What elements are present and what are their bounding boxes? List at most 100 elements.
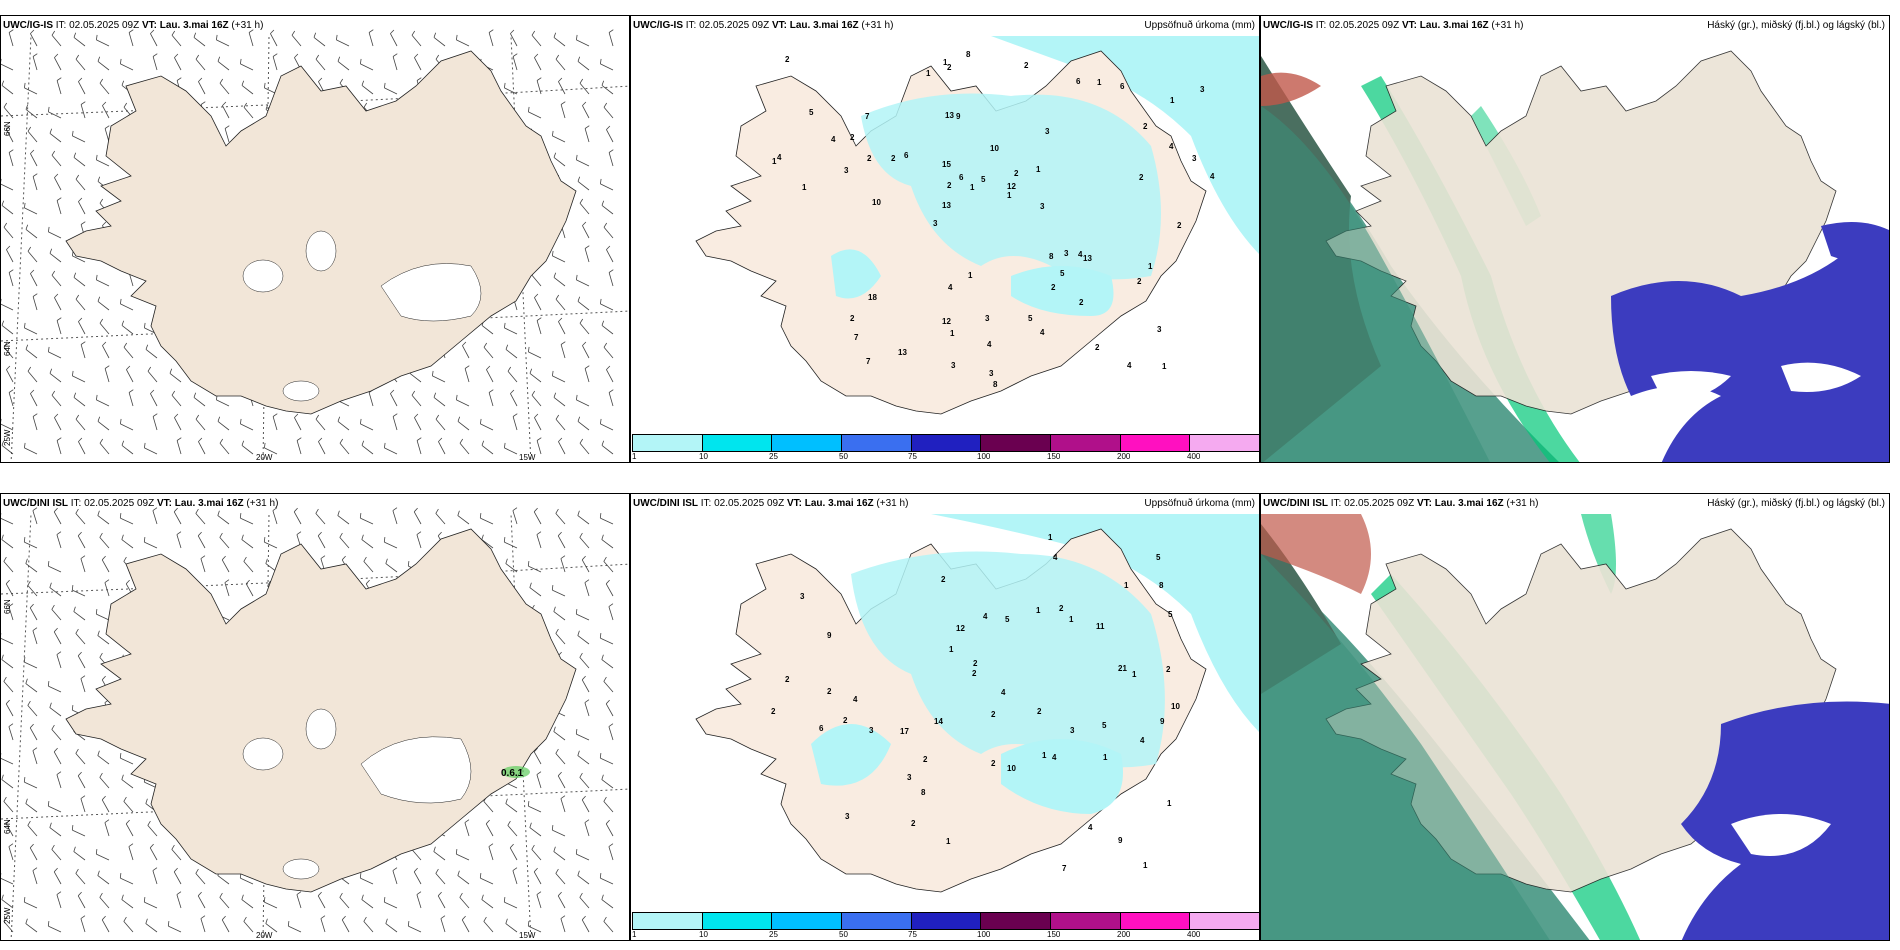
wind-barb-flag — [241, 894, 244, 900]
wind-barb-flag — [407, 921, 410, 927]
wind-barb-flag — [96, 34, 98, 40]
wind-barb — [341, 919, 350, 933]
wind-barb — [584, 248, 590, 263]
wind-barb — [48, 231, 62, 239]
wind-barb-flag — [481, 894, 484, 900]
wind-barb — [97, 515, 110, 525]
wind-barb-flag — [217, 416, 221, 422]
wind-barb-flag — [32, 627, 38, 631]
precip-value-label: 1 — [1036, 606, 1041, 615]
wind-barb-flag — [128, 843, 134, 847]
precip-value-label: 1 — [1167, 799, 1172, 808]
wind-barb-flag — [75, 628, 79, 634]
precip-value-label: 1 — [1170, 96, 1175, 105]
wind-barb-flag — [264, 442, 266, 448]
wind-barb-flag — [3, 676, 7, 682]
precip-value-label: 8 — [1159, 581, 1164, 590]
wind-barb — [416, 894, 422, 909]
wind-barb — [75, 633, 86, 645]
wind-barb-flag — [512, 507, 518, 511]
wind-barb — [221, 919, 230, 933]
wind-barb-flag — [363, 556, 367, 562]
panel-variable-title: Uppsöfnuð úrkoma (mm) — [1144, 498, 1255, 509]
wind-barb-flag — [23, 537, 26, 543]
wind-barb — [411, 395, 422, 407]
precip-value-label: 2 — [991, 710, 996, 719]
wind-barb-flag — [365, 579, 370, 585]
wind-barb-flag — [608, 603, 614, 607]
wind-barb — [504, 541, 518, 549]
wind-barb-flag — [73, 272, 77, 278]
precip-value-label: 12 — [1007, 182, 1016, 191]
precip-value-label: 1 — [950, 329, 955, 338]
wind-barb — [363, 561, 374, 573]
wind-barb-flag — [121, 774, 124, 780]
wind-barb-flag — [121, 894, 124, 900]
wind-barb — [1, 659, 14, 669]
wind-barb-flag — [102, 221, 107, 226]
wind-barb-flag — [339, 532, 343, 538]
wind-barb — [145, 923, 158, 933]
wind-barb-flag — [318, 77, 323, 82]
precip-value-label: 2 — [771, 707, 776, 716]
precip-value-label: 2 — [1137, 277, 1142, 286]
wind-barb — [582, 105, 590, 119]
wind-barb — [97, 61, 110, 71]
wind-barb — [219, 443, 230, 455]
wind-barb-flag — [97, 296, 101, 302]
wind-barb-flag — [392, 507, 398, 511]
wind-barb-flag — [599, 753, 602, 759]
wind-barb — [581, 559, 590, 573]
wind-barb — [216, 399, 230, 407]
precip-value-label: 1 — [772, 157, 777, 166]
wind-barb — [75, 873, 86, 885]
wind-barb — [99, 323, 110, 335]
wind-barb — [24, 781, 38, 789]
panel-title: UWC/DINI ISL IT: 02.05.2025 09Z VT: Lau.… — [633, 498, 909, 509]
wind-barb — [24, 207, 38, 215]
wind-barb — [317, 535, 326, 549]
wind-barb — [432, 375, 446, 383]
wind-barb — [217, 421, 230, 431]
wind-barb-flag — [243, 916, 247, 922]
wind-barb — [123, 801, 134, 813]
wind-barb-flag — [27, 126, 32, 132]
wind-barb-flag — [152, 867, 158, 871]
wind-barb-flag — [123, 342, 128, 348]
precip-value-label: 2 — [850, 314, 855, 323]
wind-barb-flag — [200, 101, 206, 105]
wind-barb-flag — [73, 846, 76, 852]
wind-barb — [600, 63, 614, 71]
wind-barb-flag — [29, 843, 34, 849]
wind-barb-flag — [582, 101, 587, 106]
wind-barb-flag — [413, 507, 418, 513]
precip-value-label: 8 — [966, 50, 971, 59]
precip-value-label: 3 — [1064, 249, 1069, 258]
wind-barb — [409, 373, 422, 383]
wind-barb-flag — [73, 606, 76, 612]
wind-barb-flag — [8, 603, 14, 607]
wind-barb — [576, 39, 590, 47]
wind-barb-flag — [78, 437, 83, 442]
wind-barb-flag — [601, 320, 605, 326]
wind-barb-flag — [536, 317, 542, 321]
wind-barb-flag — [270, 29, 275, 34]
precip-value-label: 2 — [1166, 665, 1171, 674]
wind-barb-flag — [605, 699, 610, 705]
precip-value-label: 2 — [991, 759, 996, 768]
wind-barb — [29, 607, 38, 621]
wind-barb-flag — [555, 294, 560, 300]
wind-barb-flag — [603, 676, 607, 682]
wind-barb — [8, 272, 14, 287]
wind-barb-flag — [440, 915, 446, 919]
wind-barb-flag — [433, 32, 437, 38]
wind-barb-flag — [577, 750, 580, 756]
wind-barb-flag — [432, 370, 434, 376]
wind-barb-flag — [217, 510, 220, 516]
wind-barb-flag — [553, 32, 557, 38]
wind-barb-flag — [531, 844, 535, 850]
wind-barb-flag — [555, 628, 559, 634]
precip-value-label: 12 — [956, 624, 965, 633]
colorbar-swatch — [1051, 913, 1121, 929]
precip-value-label: 21 — [1118, 664, 1127, 673]
